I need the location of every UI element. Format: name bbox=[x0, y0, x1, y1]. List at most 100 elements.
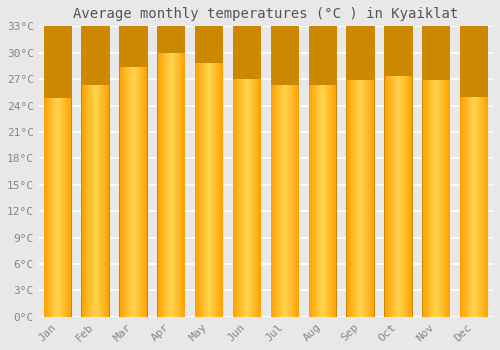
Bar bbox=[174, 52, 175, 317]
Bar bbox=[410, 75, 411, 317]
Bar bbox=[48, 97, 49, 317]
Bar bbox=[276, 84, 277, 317]
Bar bbox=[354, 79, 355, 317]
Bar bbox=[46, 97, 47, 317]
Bar bbox=[132, 66, 134, 317]
Bar bbox=[87, 84, 88, 317]
Bar bbox=[47, 97, 48, 317]
Bar bbox=[53, 97, 54, 317]
Bar bbox=[422, 79, 423, 317]
Bar bbox=[447, 79, 448, 317]
Bar bbox=[462, 96, 463, 317]
Bar bbox=[325, 84, 326, 317]
Bar bbox=[65, 97, 66, 317]
Bar bbox=[178, 52, 179, 317]
Bar bbox=[274, 84, 275, 317]
Bar bbox=[70, 97, 71, 317]
Bar bbox=[98, 84, 99, 317]
Bar bbox=[202, 62, 203, 317]
Bar bbox=[237, 78, 238, 317]
Bar bbox=[472, 96, 474, 317]
Bar bbox=[384, 0, 412, 76]
Bar bbox=[242, 78, 244, 317]
Bar bbox=[83, 84, 84, 317]
Bar bbox=[326, 84, 327, 317]
Bar bbox=[71, 97, 72, 317]
Bar bbox=[394, 75, 395, 317]
Bar bbox=[175, 52, 176, 317]
Bar bbox=[82, 0, 110, 85]
Bar bbox=[347, 79, 348, 317]
Bar bbox=[314, 84, 315, 317]
Bar bbox=[475, 96, 476, 317]
Bar bbox=[320, 84, 322, 317]
Bar bbox=[434, 79, 435, 317]
Bar bbox=[466, 96, 467, 317]
Bar bbox=[141, 66, 142, 317]
Bar bbox=[396, 75, 397, 317]
Bar bbox=[350, 79, 352, 317]
Bar bbox=[460, 96, 462, 317]
Bar bbox=[449, 79, 450, 317]
Bar bbox=[424, 79, 425, 317]
Bar bbox=[60, 97, 62, 317]
Bar bbox=[144, 66, 145, 317]
Bar bbox=[349, 79, 350, 317]
Bar bbox=[147, 66, 148, 317]
Bar bbox=[67, 97, 68, 317]
Bar bbox=[236, 78, 237, 317]
Bar bbox=[324, 84, 325, 317]
Bar bbox=[404, 75, 405, 317]
Bar bbox=[288, 84, 289, 317]
Bar bbox=[460, 0, 488, 97]
Bar bbox=[135, 66, 136, 317]
Bar bbox=[52, 97, 53, 317]
Bar bbox=[437, 79, 438, 317]
Bar bbox=[57, 97, 58, 317]
Bar bbox=[145, 66, 146, 317]
Bar bbox=[165, 52, 166, 317]
Bar bbox=[164, 52, 165, 317]
Bar bbox=[474, 96, 475, 317]
Bar bbox=[409, 75, 410, 317]
Bar bbox=[246, 78, 247, 317]
Bar bbox=[58, 97, 59, 317]
Bar bbox=[438, 79, 439, 317]
Bar bbox=[50, 97, 51, 317]
Bar bbox=[330, 84, 331, 317]
Bar bbox=[355, 79, 356, 317]
Bar bbox=[291, 84, 292, 317]
Bar bbox=[95, 84, 96, 317]
Bar bbox=[100, 84, 102, 317]
Bar bbox=[289, 84, 290, 317]
Bar bbox=[140, 66, 141, 317]
Bar bbox=[318, 84, 319, 317]
Bar bbox=[56, 97, 57, 317]
Bar bbox=[464, 96, 465, 317]
Bar bbox=[181, 52, 182, 317]
Bar bbox=[234, 78, 235, 317]
Bar bbox=[123, 66, 124, 317]
Bar bbox=[134, 66, 135, 317]
Bar bbox=[130, 66, 132, 317]
Bar bbox=[285, 84, 286, 317]
Bar bbox=[369, 79, 370, 317]
Bar bbox=[62, 97, 64, 317]
Bar bbox=[479, 96, 480, 317]
Bar bbox=[212, 62, 214, 317]
Bar bbox=[168, 52, 169, 317]
Bar bbox=[204, 62, 205, 317]
Bar bbox=[127, 66, 128, 317]
Bar bbox=[432, 79, 434, 317]
Bar bbox=[272, 84, 273, 317]
Bar bbox=[335, 84, 336, 317]
Bar bbox=[49, 97, 50, 317]
Bar bbox=[298, 84, 299, 317]
Bar bbox=[245, 78, 246, 317]
Bar bbox=[426, 79, 427, 317]
Bar bbox=[182, 52, 184, 317]
Bar bbox=[389, 75, 390, 317]
Bar bbox=[408, 75, 409, 317]
Bar bbox=[448, 79, 449, 317]
Bar bbox=[297, 84, 298, 317]
